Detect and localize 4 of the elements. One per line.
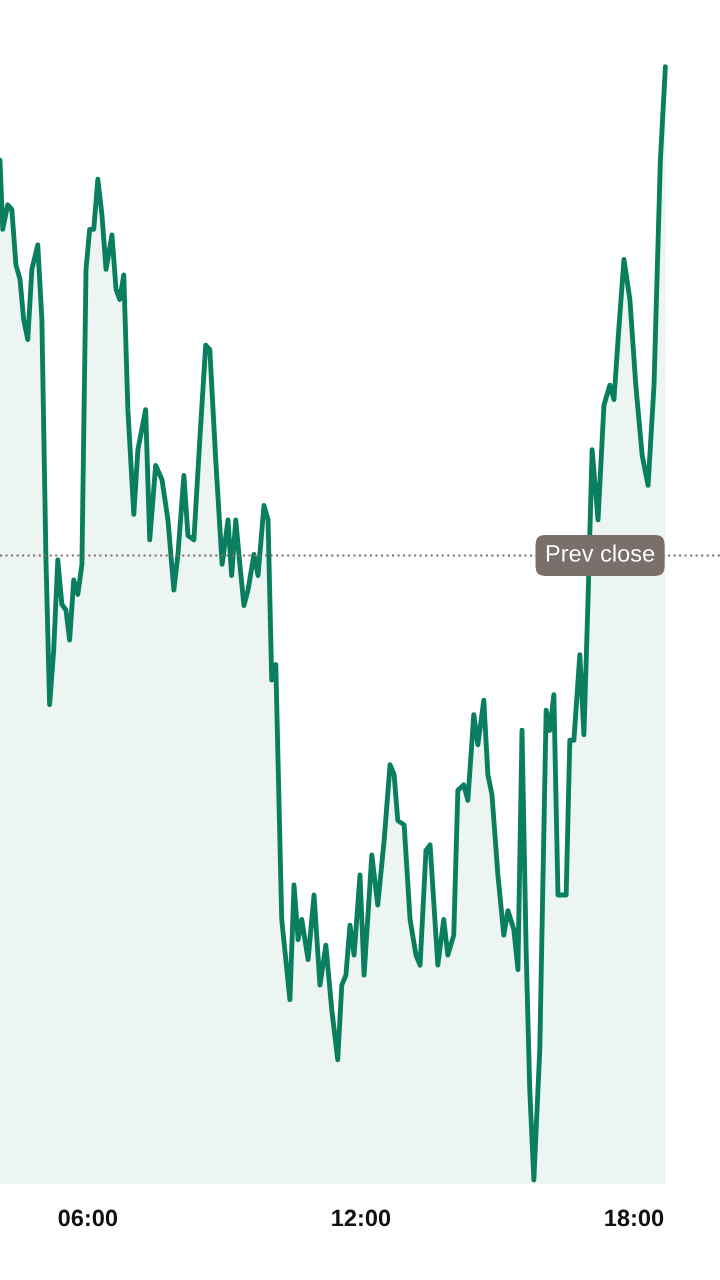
x-tick-label: 12:00	[332, 1209, 391, 1227]
ref-line-label: Prev close	[546, 544, 655, 562]
x-tick-label: 18:00	[605, 1209, 664, 1227]
x-tick-label: 06:00	[58, 1209, 118, 1227]
